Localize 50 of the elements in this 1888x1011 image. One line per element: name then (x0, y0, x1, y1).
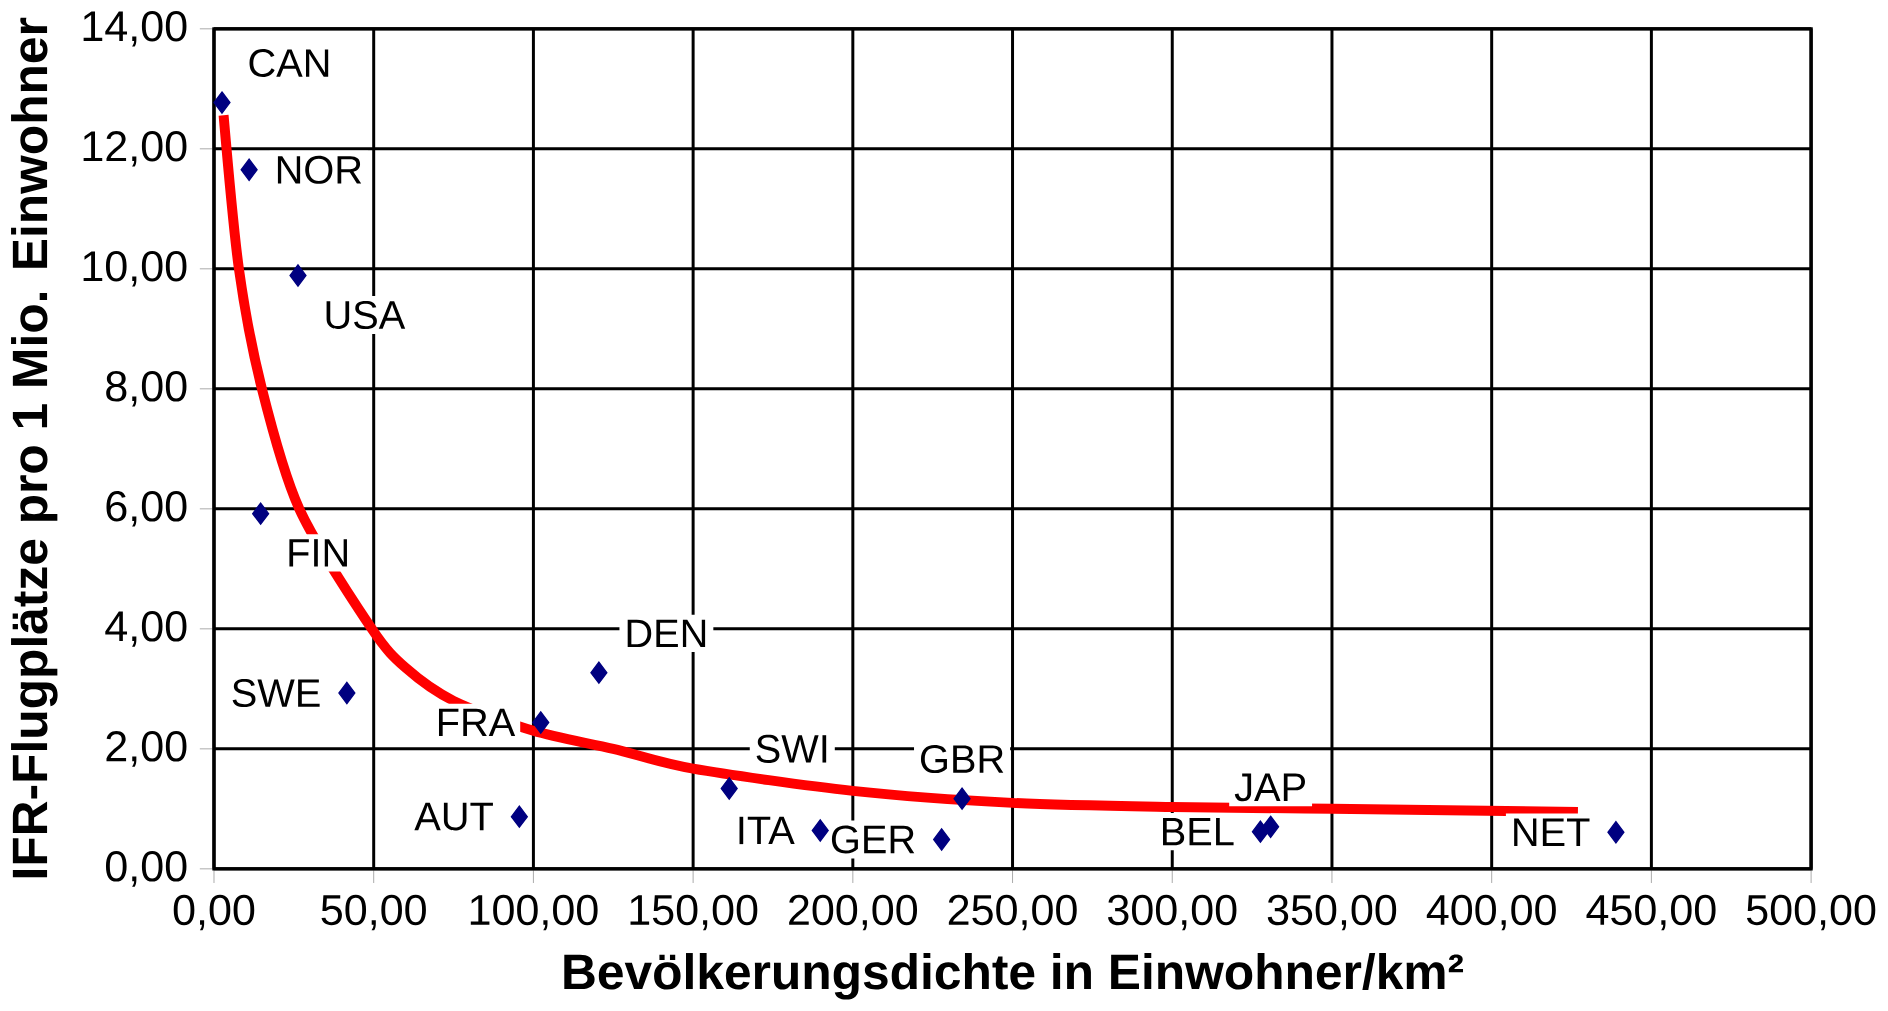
x-tick-label: 300,00 (1108, 894, 1237, 931)
y-tick-label: 10,00 (83, 251, 187, 287)
y-tick-label: 6,00 (106, 491, 187, 527)
annotation: NOR (277, 155, 362, 185)
x-tick-label: 350,00 (1267, 894, 1397, 931)
annotation: FRA (438, 708, 516, 737)
annotation: CAN (249, 49, 329, 78)
x-tick-label: 0,00 (173, 894, 255, 931)
y-tick-label: 4,00 (105, 611, 187, 647)
annotation: GER (831, 825, 915, 854)
point (1607, 821, 1625, 844)
point (811, 819, 829, 842)
y-tick-label: 0,00 (105, 851, 187, 887)
y-tick-label: 2,00 (106, 731, 187, 767)
x-axis-title: Bevölkerungsdichte in Einwohner/km² (564, 953, 1464, 1000)
y-tick-label: 12,00 (83, 131, 187, 167)
y-axis-title: IFR-Flugplätze pro 1 Mio. Einwohner (11, 18, 58, 878)
annotation: NET (1514, 818, 1590, 847)
annotation: JAP (1234, 773, 1305, 802)
point (213, 91, 231, 115)
x-tick-label: 100,00 (470, 894, 598, 931)
annotation: BEL (1163, 818, 1234, 846)
annotation: DEN (627, 619, 706, 648)
x-tick-label: 200,00 (789, 894, 918, 931)
y-tick-label: 8,00 (106, 371, 187, 407)
point (240, 158, 258, 182)
x-tick-label: 450,00 (1586, 894, 1716, 931)
point (252, 502, 270, 526)
x-tick-label: 500,00 (1746, 894, 1876, 931)
annotation: SWI (756, 734, 827, 764)
x-tick-label: 250,00 (948, 894, 1077, 931)
annotation: USA (326, 301, 406, 330)
y-tick-label: 14,00 (83, 11, 187, 47)
annotation: FIN (289, 539, 347, 567)
point (532, 711, 550, 734)
x-tick-label: 400,00 (1426, 894, 1556, 931)
x-tick-label: 50,00 (321, 894, 426, 931)
point (590, 661, 608, 685)
annotation: ITA (739, 816, 795, 845)
x-tick-label: 150,00 (630, 894, 758, 931)
annotation: SWE (232, 679, 320, 708)
point (933, 828, 951, 851)
point (720, 777, 738, 800)
point (289, 264, 307, 287)
annotation: AUT (414, 802, 493, 831)
point (1262, 815, 1280, 839)
point (338, 681, 356, 705)
point (510, 805, 528, 829)
point (953, 787, 971, 811)
annotation: GBR (920, 745, 1004, 774)
